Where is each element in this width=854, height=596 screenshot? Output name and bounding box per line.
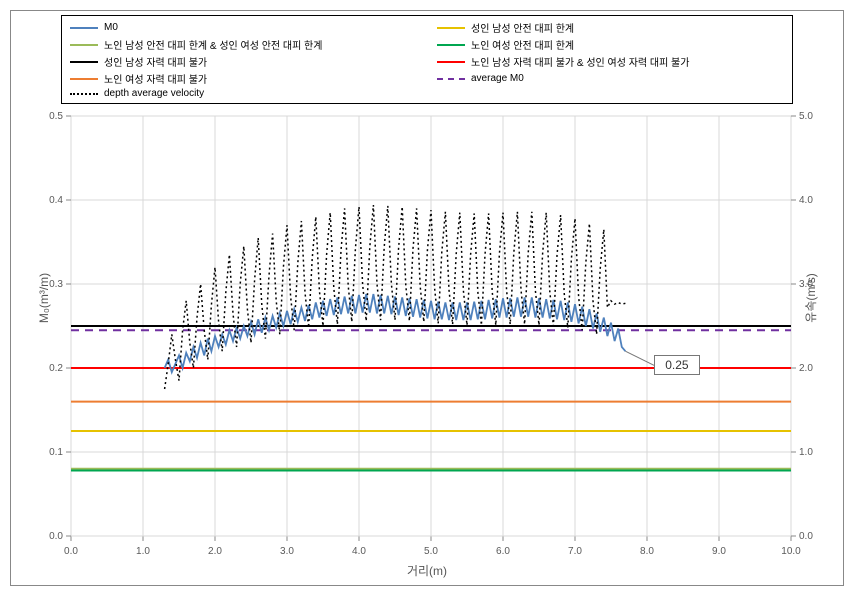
legend-item: 성인 남성 안전 대피 한계 bbox=[437, 20, 784, 35]
legend-swatch bbox=[70, 61, 98, 63]
legend-item: 성인 남성 자력 대피 불가 bbox=[70, 54, 417, 69]
x-tick-label: 3.0 bbox=[280, 546, 294, 557]
legend-label: 노인 여성 안전 대피 한계 bbox=[471, 37, 574, 52]
legend: M0 성인 남성 안전 대피 한계노인 남성 안전 대피 한계 & 성인 여성 안… bbox=[61, 15, 793, 104]
legend-item: M0 bbox=[70, 20, 417, 35]
legend-label: M0 bbox=[104, 22, 118, 33]
legend-swatch bbox=[437, 78, 465, 80]
y-right-tick-label: 0.0 bbox=[799, 531, 813, 542]
y-right-tick-label: 5.0 bbox=[799, 111, 813, 122]
x-tick-label: 0.0 bbox=[64, 546, 78, 557]
legend-item: 노인 여성 안전 대피 한계 bbox=[437, 37, 784, 52]
legend-item: depth average velocity bbox=[70, 88, 417, 99]
annotation-value: 0.25 bbox=[654, 355, 699, 375]
legend-swatch bbox=[437, 44, 465, 46]
y-left-tick-label: 0.1 bbox=[49, 447, 63, 458]
legend-swatch bbox=[70, 78, 98, 80]
y-left-tick-label: 0.5 bbox=[49, 111, 63, 122]
x-axis-label: 거리(m) bbox=[407, 562, 447, 579]
legend-label: 노인 남성 자력 대피 불가 & 성인 여성 자력 대피 불가 bbox=[471, 54, 689, 69]
y-axis-left-label: M₀(m³/m) bbox=[37, 273, 51, 323]
y-left-tick-label: 0.0 bbox=[49, 531, 63, 542]
legend-label: depth average velocity bbox=[104, 88, 204, 99]
legend-item: 노인 남성 자력 대피 불가 & 성인 여성 자력 대피 불가 bbox=[437, 54, 784, 69]
y-axis-right-label: 유속(m/s) bbox=[802, 273, 819, 322]
y-right-tick-label: 2.0 bbox=[799, 363, 813, 374]
x-tick-label: 1.0 bbox=[136, 546, 150, 557]
annotation-leader bbox=[625, 351, 654, 365]
legend-swatch bbox=[437, 61, 465, 63]
legend-label: 노인 남성 안전 대피 한계 & 성인 여성 안전 대피 한계 bbox=[104, 37, 322, 52]
y-right-tick-label: 4.0 bbox=[799, 195, 813, 206]
y-left-tick-label: 0.2 bbox=[49, 363, 63, 374]
x-tick-label: 10.0 bbox=[781, 546, 801, 557]
legend-item: 노인 여성 자력 대피 불가 bbox=[70, 71, 417, 86]
series-m0 bbox=[165, 294, 626, 372]
x-tick-label: 2.0 bbox=[208, 546, 222, 557]
legend-label: 노인 여성 자력 대피 불가 bbox=[104, 71, 207, 86]
y-left-tick-label: 0.3 bbox=[49, 279, 63, 290]
legend-label: 성인 남성 안전 대피 한계 bbox=[471, 20, 574, 35]
legend-swatch bbox=[70, 27, 98, 29]
chart-container: M0 성인 남성 안전 대피 한계노인 남성 안전 대피 한계 & 성인 여성 안… bbox=[10, 10, 844, 586]
legend-swatch bbox=[437, 27, 465, 29]
x-tick-label: 6.0 bbox=[496, 546, 510, 557]
legend-item: 노인 남성 안전 대피 한계 & 성인 여성 안전 대피 한계 bbox=[70, 37, 417, 52]
legend-swatch bbox=[70, 93, 98, 95]
legend-label: 성인 남성 자력 대피 불가 bbox=[104, 54, 207, 69]
y-left-tick-label: 0.4 bbox=[49, 195, 63, 206]
x-tick-label: 5.0 bbox=[424, 546, 438, 557]
x-tick-label: 8.0 bbox=[640, 546, 654, 557]
y-right-tick-label: 1.0 bbox=[799, 447, 813, 458]
x-tick-label: 7.0 bbox=[568, 546, 582, 557]
legend-label: average M0 bbox=[471, 73, 524, 84]
legend-swatch bbox=[70, 44, 98, 46]
x-tick-label: 9.0 bbox=[712, 546, 726, 557]
legend-item: average M0 bbox=[437, 71, 784, 86]
x-tick-label: 4.0 bbox=[352, 546, 366, 557]
